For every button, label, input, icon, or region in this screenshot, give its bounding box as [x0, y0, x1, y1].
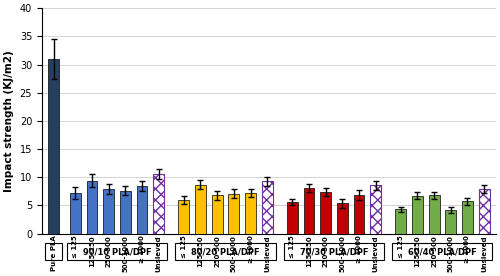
Bar [212, 195, 222, 233]
Bar [462, 201, 473, 233]
Bar [446, 210, 456, 233]
Text: 60/40 PLA/DPF: 60/40 PLA/DPF [408, 247, 477, 256]
Bar [478, 189, 490, 233]
Bar [70, 193, 80, 233]
Bar [228, 193, 239, 233]
Bar [337, 203, 347, 233]
Bar [104, 189, 114, 233]
Bar [48, 59, 59, 233]
Text: 80/20 PLA/DPF: 80/20 PLA/DPF [191, 247, 260, 256]
Bar [154, 174, 164, 233]
Bar [178, 200, 189, 233]
Bar [304, 188, 314, 233]
Bar [136, 186, 147, 233]
Bar [428, 195, 440, 233]
Text: 90/10 PLA/DPF: 90/10 PLA/DPF [82, 247, 152, 256]
Bar [195, 185, 206, 233]
Bar [412, 196, 423, 233]
Bar [262, 181, 272, 233]
Bar [287, 202, 298, 233]
Bar [320, 192, 331, 233]
Bar [86, 181, 98, 233]
Text: 70/30 PLA/DPF: 70/30 PLA/DPF [300, 247, 368, 256]
Bar [120, 191, 131, 233]
Bar [370, 185, 381, 233]
Bar [245, 193, 256, 233]
Bar [396, 209, 406, 233]
Bar [354, 195, 364, 233]
Y-axis label: Impact strength (KJ/m2): Impact strength (KJ/m2) [4, 50, 14, 192]
